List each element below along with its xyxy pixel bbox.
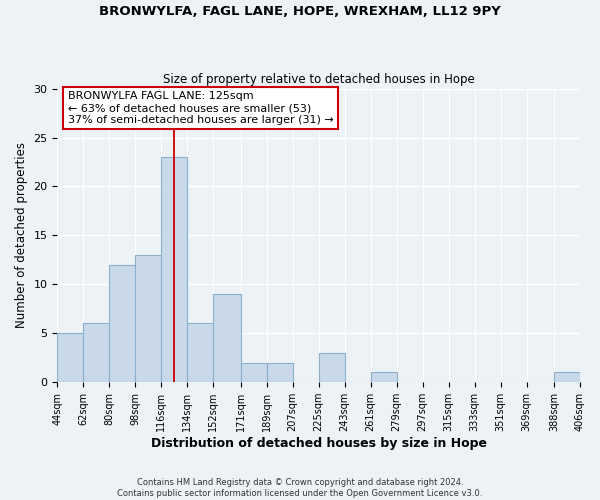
Bar <box>136 255 161 382</box>
Bar <box>83 324 109 382</box>
Title: Size of property relative to detached houses in Hope: Size of property relative to detached ho… <box>163 73 475 86</box>
Bar <box>161 157 187 382</box>
Bar <box>554 372 580 382</box>
Bar <box>109 265 136 382</box>
Text: Contains HM Land Registry data © Crown copyright and database right 2024.
Contai: Contains HM Land Registry data © Crown c… <box>118 478 482 498</box>
Text: BRONWYLFA FAGL LANE: 125sqm
← 63% of detached houses are smaller (53)
37% of sem: BRONWYLFA FAGL LANE: 125sqm ← 63% of det… <box>68 92 334 124</box>
Bar <box>267 362 293 382</box>
Text: BRONWYLFA, FAGL LANE, HOPE, WREXHAM, LL12 9PY: BRONWYLFA, FAGL LANE, HOPE, WREXHAM, LL1… <box>99 5 501 18</box>
Bar <box>58 334 83 382</box>
Bar <box>371 372 397 382</box>
Y-axis label: Number of detached properties: Number of detached properties <box>15 142 28 328</box>
Bar <box>187 324 214 382</box>
Bar <box>319 353 344 382</box>
X-axis label: Distribution of detached houses by size in Hope: Distribution of detached houses by size … <box>151 437 487 450</box>
Bar <box>241 362 267 382</box>
Bar <box>214 294 241 382</box>
